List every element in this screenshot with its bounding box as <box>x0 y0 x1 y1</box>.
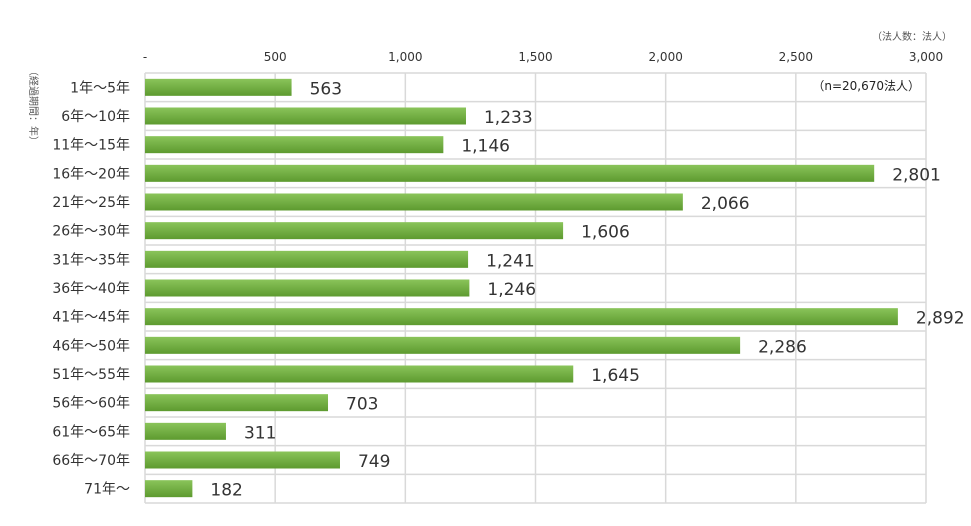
bar <box>145 107 466 125</box>
category-label: 56年～60年 <box>52 396 130 412</box>
value-label: 749 <box>358 452 390 472</box>
x-tick-label: 3,000 <box>909 50 943 64</box>
value-label: 2,892 <box>916 309 965 329</box>
bar <box>145 193 683 211</box>
category-label: 36年～40年 <box>52 281 130 297</box>
x-tick-label: 500 <box>264 50 287 64</box>
category-label: 1年～5年 <box>70 80 130 96</box>
category-label: 71年～ <box>84 482 130 498</box>
bar <box>145 480 193 498</box>
sample-note: （n=20,670法人） <box>812 79 920 93</box>
category-labels: 1年～5年 6年～10年 11年～15年 16年～20年 21年～25年 26年～30年 3… <box>52 80 130 497</box>
bar <box>145 365 574 383</box>
category-label: 46年～50年 <box>52 338 130 354</box>
bar <box>145 78 292 96</box>
bar <box>145 136 444 154</box>
bar <box>145 308 898 326</box>
category-label: 41年～45年 <box>52 310 130 326</box>
value-label: 1,241 <box>486 251 535 271</box>
category-label: 16年～20年 <box>52 166 130 182</box>
value-label: 563 <box>310 79 342 99</box>
category-label: 31年～35年 <box>52 252 130 268</box>
bar <box>145 451 340 469</box>
x-tick-label: 1,000 <box>388 50 422 64</box>
bar <box>145 422 226 440</box>
category-label: 51年～55年 <box>52 367 130 383</box>
category-label: 66年～70年 <box>52 453 130 469</box>
value-label: 2,066 <box>701 194 750 214</box>
value-labels: 563 1,233 1,146 2,801 2,066 1,606 1,241 1,246 2,… <box>210 79 964 500</box>
value-label: 182 <box>210 481 242 501</box>
y-axis-title: （経過期間：年） <box>27 66 40 146</box>
category-label: 26年～30年 <box>52 224 130 240</box>
x-tick-label: 1,500 <box>518 50 552 64</box>
x-tick-label: 2,000 <box>648 50 682 64</box>
bar <box>145 164 875 182</box>
category-label: 6年～10年 <box>61 109 130 125</box>
bar <box>145 394 329 412</box>
grid-lines <box>144 72 927 504</box>
value-label: 1,645 <box>591 366 640 386</box>
bars <box>145 78 898 498</box>
value-label: 1,146 <box>461 137 510 157</box>
category-label: 21年～25年 <box>52 195 130 211</box>
value-label: 2,801 <box>892 165 941 185</box>
x-tick-label: 2,500 <box>779 50 813 64</box>
x-tick-label: - <box>143 50 147 64</box>
value-label: 703 <box>346 395 378 415</box>
sample-note-box <box>813 75 921 96</box>
category-label: 11年～15年 <box>52 138 130 154</box>
bar <box>145 250 469 268</box>
value-label: 2,286 <box>758 337 807 357</box>
value-label: 1,233 <box>484 108 533 128</box>
value-label: 311 <box>244 423 276 443</box>
bar <box>145 222 564 240</box>
value-label: 1,606 <box>581 223 630 243</box>
category-label: 61年～65年 <box>52 424 130 440</box>
bar <box>145 279 470 297</box>
bar <box>145 336 741 354</box>
unit-note: （法人数：法人） <box>872 30 952 43</box>
x-axis-ticks: - 500 1,000 1,500 2,000 2,500 3,000 <box>143 50 943 64</box>
value-label: 1,246 <box>487 280 536 300</box>
